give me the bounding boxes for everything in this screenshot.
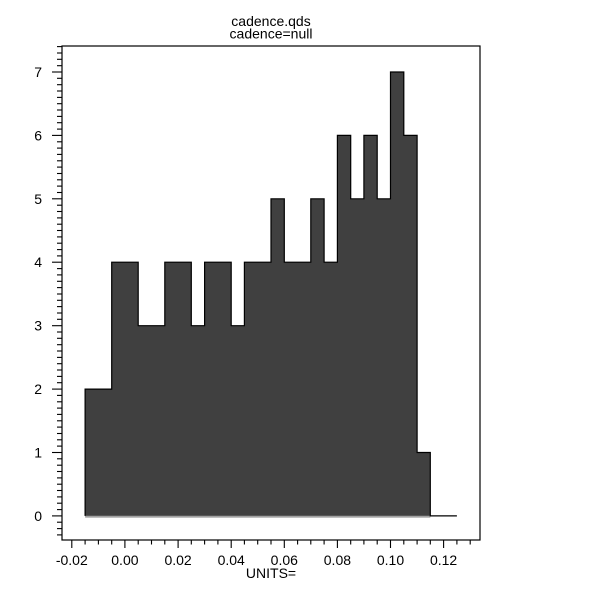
y-tick-label: 4 — [34, 254, 42, 270]
x-tick-label: 0.04 — [218, 552, 245, 568]
bars-outline — [84, 71, 457, 517]
x-tick-label: 0.00 — [111, 552, 138, 568]
x-axis-title: UNITS= — [246, 565, 296, 581]
bars-fill — [85, 72, 457, 516]
x-tick-label: 0.08 — [324, 552, 351, 568]
x-tick-label: 0.10 — [377, 552, 404, 568]
y-tick-label: 3 — [34, 318, 42, 334]
x-tick-label: 0.12 — [430, 552, 457, 568]
x-tick-label: 0.06 — [271, 552, 298, 568]
x-tick-label: 0.02 — [164, 552, 191, 568]
y-tick-label: 5 — [34, 191, 42, 207]
y-tick-label: 0 — [34, 508, 42, 524]
x-tick-label: -0.02 — [56, 552, 88, 568]
y-tick-label: 6 — [34, 127, 42, 143]
y-tick-label: 2 — [34, 381, 42, 397]
x-axis: -0.02 0.00 0.02 0.04 0.06 0.08 0.10 0.12 — [56, 540, 471, 568]
y-tick-label: 7 — [34, 64, 42, 80]
chart-title: cadence.qds — [231, 13, 310, 29]
y-axis: 0 1 2 3 4 5 6 7 — [34, 46, 62, 536]
chart-subtitle: cadence=null — [230, 26, 313, 42]
histogram-bars — [84, 71, 457, 518]
y-tick-label: 1 — [34, 445, 42, 461]
